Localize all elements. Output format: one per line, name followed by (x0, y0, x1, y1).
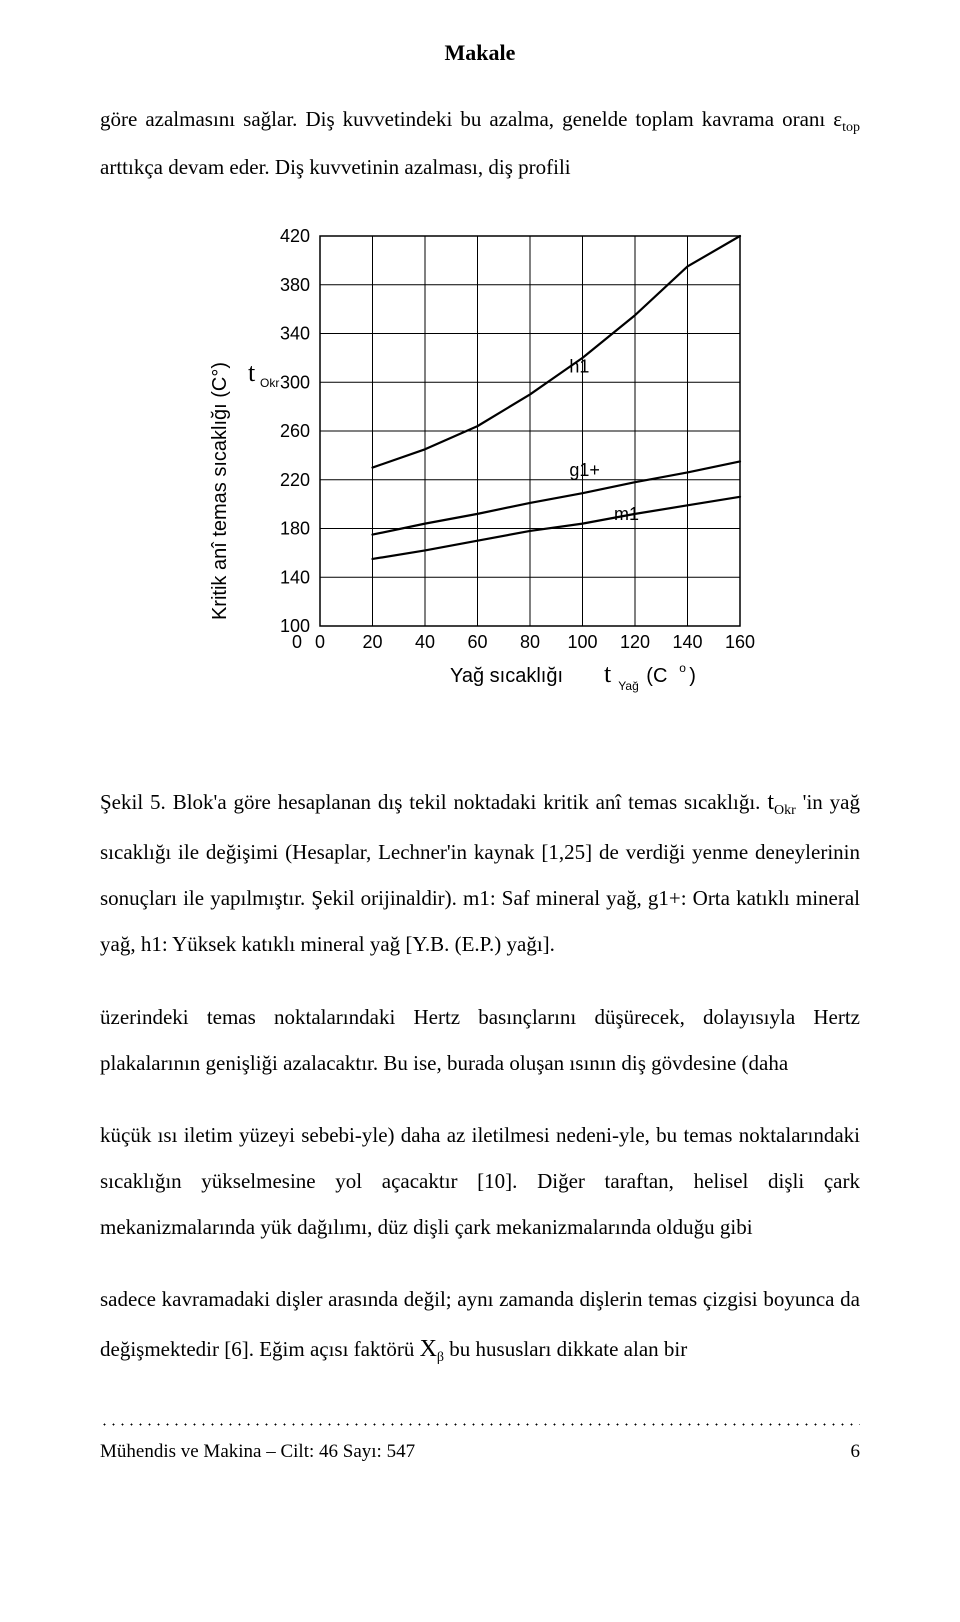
svg-text:20: 20 (362, 632, 382, 652)
figure-caption: Şekil 5. Blok'a göre hesaplanan dış teki… (100, 776, 860, 967)
text: arttıkça devam eder. Diş kuvvetinin azal… (100, 155, 571, 179)
svg-text:Yağ sıcaklığı: Yağ sıcaklığı (450, 665, 563, 687)
subscript: Okr (774, 803, 796, 818)
symbol-X: X (420, 1336, 437, 1362)
svg-text:300: 300 (280, 372, 310, 392)
paragraph-1: göre azalmasını sağlar. Diş kuvvetindeki… (100, 96, 860, 190)
svg-text:0: 0 (315, 632, 325, 652)
svg-text:Kritik anî temas sıcaklığı: Kritik anî temas sıcaklığı (C°) (209, 362, 231, 620)
subscript: top (842, 120, 860, 135)
chart-container: 0204060801001201401600100140180220260300… (200, 216, 760, 736)
svg-text:t: t (604, 659, 612, 688)
svg-text:100: 100 (567, 632, 597, 652)
svg-text:h1: h1 (569, 357, 589, 377)
svg-text:260: 260 (280, 421, 310, 441)
page-header: Makale (100, 40, 860, 66)
text: göre azalmasını sağlar. Diş kuvvetindeki… (100, 107, 842, 131)
svg-text:180: 180 (280, 519, 310, 539)
svg-text:120: 120 (620, 632, 650, 652)
svg-text:(C: (C (646, 665, 667, 687)
text: 'in yağ sıcaklığı ile değişimi (Hesaplar… (100, 790, 860, 956)
footer-page-number: 6 (851, 1441, 861, 1463)
svg-text:140: 140 (672, 632, 702, 652)
paragraph-3: üzerindeki temas noktalarındaki Hertz ba… (100, 994, 860, 1086)
paragraph-5: sadece kavramadaki dişler arasında değil… (100, 1276, 860, 1375)
svg-text:220: 220 (280, 470, 310, 490)
svg-text:o: o (679, 661, 686, 675)
svg-text:100: 100 (280, 616, 310, 636)
line-chart: 0204060801001201401600100140180220260300… (200, 216, 760, 736)
symbol-t: t (767, 789, 774, 815)
svg-text:Yağ: Yağ (618, 679, 638, 693)
svg-text:140: 140 (280, 567, 310, 587)
svg-text:g1+: g1+ (569, 460, 600, 480)
text: Şekil 5. Blok'a göre hesaplanan dış teki… (100, 790, 767, 814)
subscript: β (437, 1350, 444, 1365)
svg-text:40: 40 (415, 632, 435, 652)
svg-text:380: 380 (280, 275, 310, 295)
svg-text:m1: m1 (614, 504, 639, 524)
paragraph-4: küçük ısı iletim yüzeyi sebebi-yle) daha… (100, 1112, 860, 1251)
svg-text:340: 340 (280, 324, 310, 344)
text: bu hususları dikkate alan bir (444, 1337, 687, 1361)
footer-left: Mühendis ve Makina – Cilt: 46 Sayı: 547 (100, 1441, 415, 1463)
footer-divider (100, 1415, 860, 1433)
svg-text:): ) (689, 665, 696, 687)
svg-text:420: 420 (280, 226, 310, 246)
svg-text:60: 60 (467, 632, 487, 652)
svg-text:160: 160 (725, 632, 755, 652)
svg-text:t: t (248, 358, 256, 387)
svg-text:80: 80 (520, 632, 540, 652)
footer: Mühendis ve Makina – Cilt: 46 Sayı: 547 … (100, 1441, 860, 1463)
svg-text:Okr: Okr (260, 376, 279, 390)
